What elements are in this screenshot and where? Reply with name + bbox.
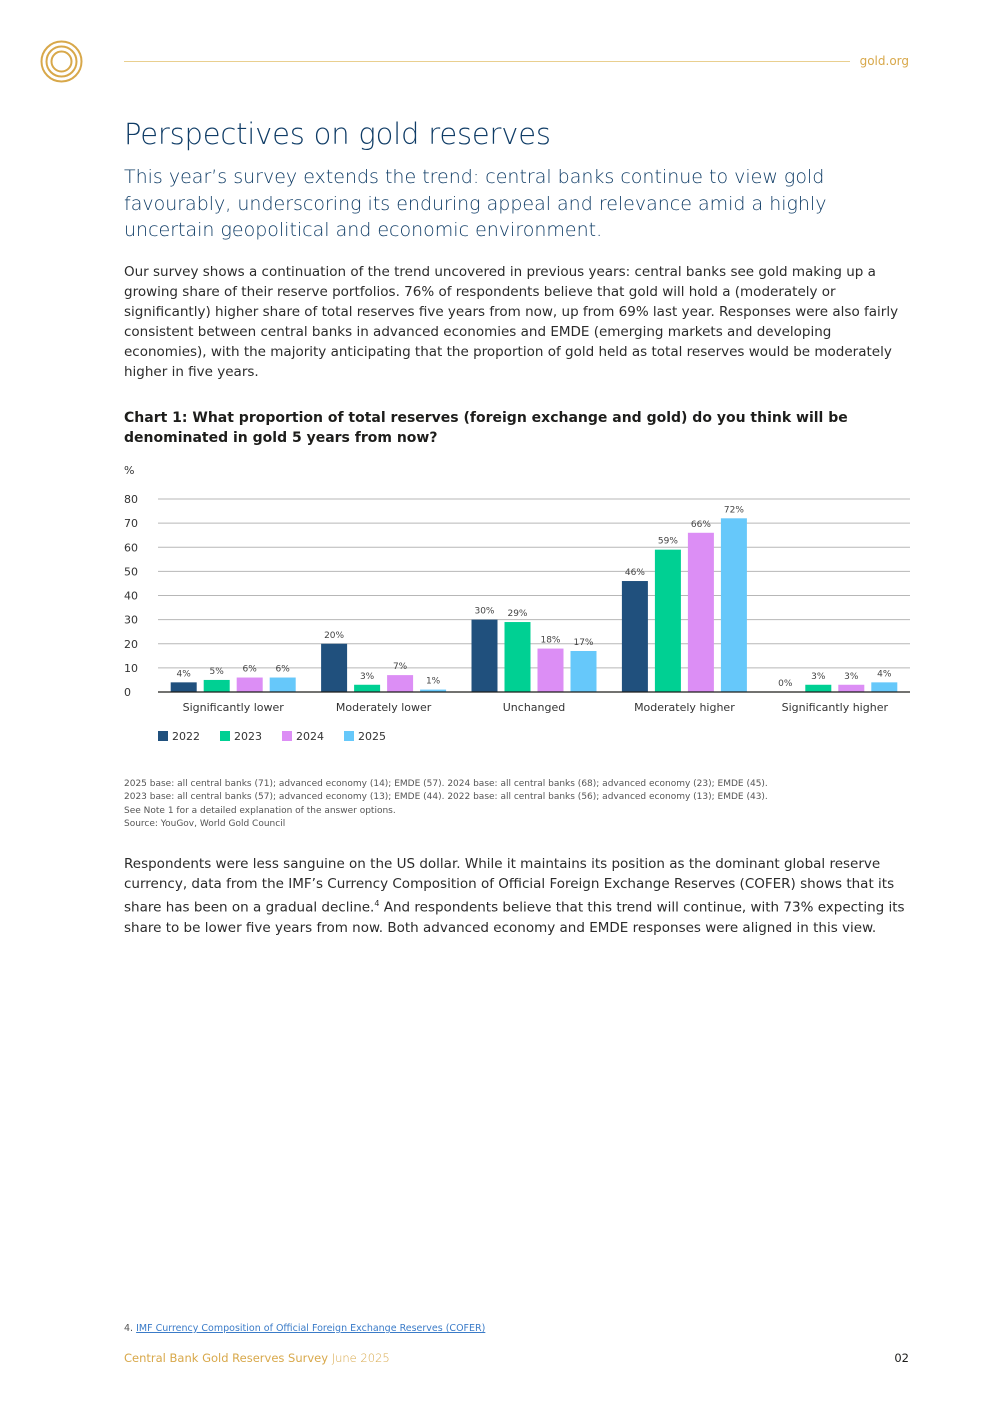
- bar: [504, 622, 531, 692]
- lead-paragraph: This year’s survey extends the trend: ce…: [124, 166, 827, 241]
- bar: [871, 682, 898, 692]
- bar: [471, 619, 498, 692]
- y-tick-label: 20: [124, 638, 138, 651]
- bar: [236, 677, 263, 692]
- data-label: 3%: [811, 672, 826, 682]
- data-label: 18%: [540, 636, 560, 646]
- data-label: 0%: [778, 679, 793, 689]
- bar: [654, 549, 681, 692]
- x-tick-label: Unchanged: [503, 701, 566, 714]
- bar: [420, 689, 447, 692]
- x-tick-label: Significantly lower: [183, 701, 285, 714]
- page-title: Perspectives on gold reserves: [124, 117, 551, 151]
- bar: [321, 643, 348, 692]
- data-label: 5%: [210, 667, 225, 677]
- legend-swatch: [158, 731, 168, 741]
- bar: [570, 650, 597, 692]
- x-tick-label: Moderately higher: [634, 701, 735, 714]
- y-tick-label: 10: [124, 662, 138, 675]
- data-label: 66%: [691, 520, 711, 530]
- page-number: 02: [894, 1351, 909, 1365]
- legend-label: 2025: [358, 730, 386, 743]
- bar: [170, 682, 197, 692]
- y-tick-label: 0: [124, 686, 131, 699]
- footnote-number: 4.: [124, 1323, 134, 1334]
- x-tick-label: Significantly higher: [782, 701, 889, 714]
- data-label: 3%: [360, 672, 375, 682]
- body-paragraph-2: Respondents were less sanguine on the US…: [124, 854, 914, 938]
- bar: [269, 677, 296, 692]
- legend-label: 2022: [172, 730, 200, 743]
- x-tick-label: Moderately lower: [336, 701, 432, 714]
- legend-label: 2023: [234, 730, 262, 743]
- chart-source: Source: YouGov, World Gold Council: [124, 819, 286, 830]
- world-gold-council-logo-icon: [40, 40, 83, 83]
- y-tick-label: 30: [124, 614, 138, 627]
- y-tick-label: 40: [124, 590, 138, 603]
- paragraph-2-text-continued: And respondents believe that this trend …: [124, 899, 905, 936]
- paragraph-2-text: Respondents were less sanguine on the US…: [124, 856, 895, 916]
- data-label: 46%: [625, 568, 645, 578]
- footnote: 4. IMF Currency Composition of Official …: [124, 1323, 485, 1334]
- bar: [621, 581, 648, 692]
- y-axis-label: %: [124, 464, 134, 477]
- bar: [805, 684, 832, 692]
- footer-report-date: June 2025: [331, 1351, 390, 1365]
- header-divider: [124, 61, 850, 62]
- bar: [387, 675, 414, 692]
- legend-swatch: [344, 731, 354, 741]
- footer-report-title: Central Bank Gold Reserves Survey: [124, 1351, 329, 1365]
- legend-swatch: [282, 731, 292, 741]
- chart-notes: 2025 base: all central banks (71); advan…: [124, 778, 904, 832]
- legend-label: 2024: [296, 730, 324, 743]
- data-label: 17%: [573, 638, 593, 648]
- bar: [537, 648, 564, 692]
- data-label: 29%: [507, 609, 527, 619]
- data-label: 72%: [724, 505, 744, 515]
- bar: [354, 684, 381, 692]
- y-tick-label: 60: [124, 541, 138, 554]
- bar-chart: % 0 10 20 30 40 50 60 70 80 4% 5% 6% 6% Significantly …: [124, 464, 910, 743]
- data-label: 3%: [844, 672, 859, 682]
- y-tick-label: 50: [124, 565, 138, 578]
- data-label: 4%: [877, 669, 892, 679]
- body-paragraph-1: Our survey shows a continuation of the t…: [124, 264, 899, 380]
- data-label: 4%: [177, 669, 192, 679]
- footnote-link[interactable]: IMF Currency Composition of Official For…: [136, 1323, 486, 1334]
- bar: [687, 532, 714, 692]
- bar: [720, 518, 747, 692]
- chart-note-line: 2023 base: all central banks (57); advan…: [124, 792, 768, 803]
- data-label: 1%: [426, 677, 441, 687]
- data-label: 6%: [276, 665, 291, 675]
- bar: [838, 684, 865, 692]
- y-tick-label: 80: [124, 493, 138, 506]
- footnote-reference[interactable]: 4: [374, 899, 380, 908]
- data-label: 20%: [324, 631, 344, 641]
- data-label: 59%: [658, 537, 678, 547]
- chart-note-line: 2025 base: all central banks (71); advan…: [124, 779, 768, 789]
- y-tick-label: 70: [124, 517, 138, 530]
- site-link[interactable]: gold.org: [859, 54, 909, 68]
- data-label: 6%: [243, 665, 258, 675]
- data-label: 30%: [474, 607, 494, 617]
- bar: [203, 679, 230, 692]
- data-label: 7%: [393, 662, 408, 672]
- footer-title: Central Bank Gold Reserves Survey June 2…: [124, 1351, 390, 1365]
- chart-title: Chart 1: What proportion of total reserv…: [124, 410, 848, 446]
- legend-swatch: [220, 731, 230, 741]
- chart-note-line: See Note 1 for a detailed explanation of…: [124, 805, 396, 816]
